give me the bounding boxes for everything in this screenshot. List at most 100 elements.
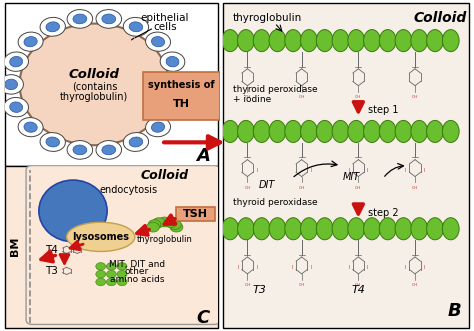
Text: Colloid: Colloid — [413, 11, 466, 25]
Circle shape — [316, 120, 333, 142]
Ellipse shape — [46, 22, 60, 32]
Text: MIT: MIT — [342, 172, 360, 182]
Circle shape — [379, 29, 396, 52]
Circle shape — [332, 120, 349, 142]
Text: TH: TH — [173, 99, 190, 109]
Circle shape — [442, 29, 459, 52]
Ellipse shape — [146, 32, 171, 51]
Text: OH: OH — [299, 186, 305, 190]
Circle shape — [348, 218, 365, 240]
Circle shape — [285, 120, 301, 142]
Circle shape — [411, 29, 428, 52]
Text: I: I — [348, 265, 350, 270]
Ellipse shape — [171, 79, 184, 90]
Text: OH: OH — [299, 95, 305, 99]
Ellipse shape — [9, 57, 23, 67]
Ellipse shape — [67, 10, 92, 28]
Circle shape — [411, 218, 428, 240]
Text: OH: OH — [244, 186, 251, 190]
Ellipse shape — [160, 52, 185, 71]
Text: MIT, DIT and: MIT, DIT and — [109, 260, 165, 269]
Ellipse shape — [4, 97, 28, 117]
Circle shape — [96, 263, 106, 270]
Text: I: I — [348, 168, 350, 173]
Text: BM: BM — [10, 237, 20, 256]
Ellipse shape — [151, 122, 164, 132]
Text: I: I — [424, 168, 425, 173]
Circle shape — [301, 120, 317, 142]
Circle shape — [442, 218, 459, 240]
Ellipse shape — [66, 222, 135, 252]
Circle shape — [237, 120, 255, 142]
Circle shape — [395, 29, 412, 52]
Ellipse shape — [165, 75, 190, 94]
Text: T3: T3 — [253, 285, 267, 295]
Circle shape — [269, 29, 286, 52]
Text: amino acids: amino acids — [110, 274, 164, 284]
Circle shape — [222, 120, 238, 142]
Circle shape — [301, 218, 317, 240]
Ellipse shape — [166, 57, 179, 67]
Text: A: A — [196, 147, 210, 165]
Text: I: I — [424, 265, 425, 270]
Text: C: C — [197, 309, 210, 327]
Text: T4: T4 — [45, 245, 58, 255]
Text: OH: OH — [355, 95, 362, 99]
Text: thyroid peroxidase: thyroid peroxidase — [233, 198, 317, 207]
Text: I: I — [237, 265, 239, 270]
Ellipse shape — [160, 97, 185, 117]
Circle shape — [96, 270, 106, 278]
Ellipse shape — [123, 132, 148, 151]
Text: I: I — [405, 265, 406, 270]
Circle shape — [348, 29, 365, 52]
Text: T3: T3 — [45, 266, 58, 276]
Circle shape — [253, 29, 270, 52]
Text: I: I — [256, 168, 257, 173]
Text: cells: cells — [153, 22, 176, 32]
FancyBboxPatch shape — [176, 207, 215, 221]
Text: I: I — [292, 265, 293, 270]
Text: OH: OH — [412, 95, 418, 99]
Text: step 2: step 2 — [368, 208, 399, 217]
Text: DIT: DIT — [259, 180, 275, 190]
Circle shape — [395, 218, 412, 240]
Ellipse shape — [146, 118, 171, 137]
Text: T4: T4 — [351, 285, 365, 295]
Text: OH: OH — [244, 283, 251, 287]
Ellipse shape — [4, 52, 28, 71]
Ellipse shape — [166, 102, 179, 112]
Text: Colloid: Colloid — [69, 68, 120, 81]
Circle shape — [269, 120, 286, 142]
Text: endocytosis: endocytosis — [100, 185, 157, 195]
Circle shape — [253, 120, 270, 142]
Ellipse shape — [40, 18, 65, 36]
Circle shape — [316, 29, 333, 52]
Circle shape — [158, 217, 171, 227]
Ellipse shape — [9, 102, 23, 112]
Circle shape — [107, 263, 116, 270]
Text: Colloid: Colloid — [141, 169, 189, 182]
Circle shape — [117, 263, 127, 270]
Text: OH: OH — [299, 283, 305, 287]
Circle shape — [222, 29, 238, 52]
Ellipse shape — [46, 137, 60, 147]
Circle shape — [148, 220, 161, 229]
Ellipse shape — [129, 22, 143, 32]
Circle shape — [332, 218, 349, 240]
Text: I: I — [310, 265, 312, 270]
Circle shape — [411, 120, 428, 142]
Circle shape — [379, 218, 396, 240]
Circle shape — [379, 120, 396, 142]
Ellipse shape — [18, 32, 43, 51]
Circle shape — [168, 220, 181, 229]
Text: thyroid peroxidase: thyroid peroxidase — [233, 85, 317, 94]
Ellipse shape — [151, 36, 164, 47]
Text: thyroglobulin): thyroglobulin) — [60, 92, 128, 102]
Text: step 1: step 1 — [368, 105, 399, 115]
Circle shape — [332, 29, 349, 52]
Ellipse shape — [123, 18, 148, 36]
Ellipse shape — [96, 10, 121, 28]
Ellipse shape — [73, 145, 87, 155]
Circle shape — [348, 120, 365, 142]
Circle shape — [301, 29, 317, 52]
